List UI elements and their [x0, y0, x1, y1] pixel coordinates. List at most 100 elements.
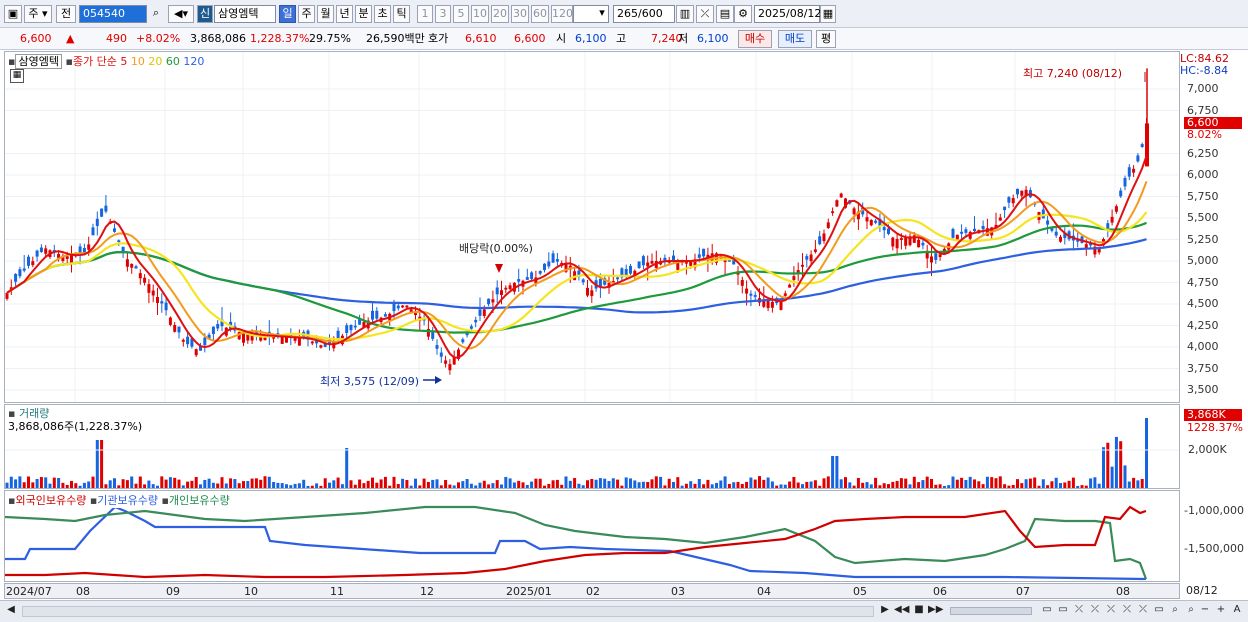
volume-bar	[852, 485, 856, 488]
volume-bar	[280, 483, 284, 488]
candle-body	[813, 249, 817, 252]
stock-name-field[interactable]: 삼영엠텍	[214, 5, 276, 23]
volume-bar	[366, 480, 370, 488]
layout-icon-2[interactable]: ▭	[1058, 604, 1068, 615]
ask-price-1: 6,610	[465, 32, 497, 45]
zoom-slider[interactable]	[950, 607, 1032, 615]
holdings-chart[interactable]	[5, 491, 1179, 581]
price-chart[interactable]	[5, 52, 1179, 402]
volume-bar	[65, 484, 69, 488]
volume-bar	[293, 483, 297, 488]
grid-toggle-icon[interactable]: ▦	[10, 69, 24, 83]
volume-bar	[723, 476, 727, 488]
stop-icon[interactable]: ■	[914, 604, 924, 615]
prev-button[interactable]: 전	[56, 5, 76, 23]
candle-body	[586, 287, 589, 296]
volume-bar	[676, 477, 680, 488]
x-axis-label: 02	[586, 585, 600, 598]
volume-bar	[1089, 478, 1093, 488]
period-tab-1[interactable]: 주	[298, 5, 315, 23]
interval-tab-4[interactable]: 20	[491, 5, 509, 23]
volume-bar	[487, 484, 491, 488]
draw-tool-icon[interactable]: ⤫	[696, 5, 714, 23]
candle-type-icon[interactable]: ▥	[676, 5, 694, 23]
count-field[interactable]: 265/600	[613, 5, 675, 23]
sell-button[interactable]: 매도	[778, 30, 812, 48]
volume-bar	[91, 476, 95, 488]
search-small-icon[interactable]: ⌕	[1172, 604, 1178, 615]
candle-body	[779, 301, 783, 310]
volume-bar	[448, 484, 452, 488]
date-field[interactable]: 2025/08/12	[754, 5, 821, 23]
period-tab-0[interactable]: 일	[279, 5, 296, 23]
candle-body	[551, 253, 555, 263]
interval-tab-0[interactable]: 1	[417, 5, 433, 23]
candle-body	[431, 331, 435, 339]
chevron-down-icon[interactable]: ▾	[599, 6, 605, 19]
zoom-in-icon[interactable]: +	[1216, 604, 1226, 615]
volume-bar	[887, 484, 890, 488]
candle-body	[835, 200, 839, 207]
volume-bar	[186, 481, 190, 488]
candle-body	[130, 263, 134, 268]
calendar-icon[interactable]: ▦	[820, 5, 836, 23]
period-tab-3[interactable]: 년	[336, 5, 353, 23]
tool-icon-2[interactable]: ⤫	[1091, 604, 1099, 615]
search-icon[interactable]: ⌕	[152, 6, 160, 19]
interval-input[interactable]	[573, 5, 609, 23]
zoom-out-icon[interactable]: −	[1200, 604, 1210, 615]
speaker-icon[interactable]: ◀▾	[168, 5, 194, 23]
candle-body	[891, 237, 895, 247]
candle-body	[104, 205, 108, 212]
scrollbar-track[interactable]	[22, 606, 874, 617]
buy-button[interactable]: 매수	[738, 30, 772, 48]
period-tab-4[interactable]: 분	[355, 5, 372, 23]
candle-body	[113, 228, 116, 232]
interval-tab-7[interactable]: 120	[551, 5, 573, 23]
volume-bar	[229, 478, 233, 488]
window-menu-icon[interactable]: ▣	[4, 5, 22, 23]
volume-bar	[912, 476, 916, 488]
rewind-icon[interactable]: ◀◀	[894, 604, 910, 615]
fast-forward-icon[interactable]: ▶▶	[928, 604, 944, 615]
interval-tab-1[interactable]: 3	[435, 5, 451, 23]
interval-tab-5[interactable]: 30	[511, 5, 529, 23]
volume-chart[interactable]	[5, 405, 1179, 488]
volume-bar	[297, 483, 301, 488]
tool-icon-1[interactable]: ⤫	[1075, 604, 1083, 615]
period-tab-6[interactable]: 틱	[393, 5, 410, 23]
eval-button[interactable]: 평	[816, 30, 836, 48]
volume-bar	[78, 485, 82, 488]
candle-body	[237, 332, 241, 340]
font-size-icon[interactable]: A	[1233, 604, 1241, 615]
scroll-right-icon[interactable]: ▶	[881, 604, 889, 615]
magnifier-icon[interactable]: ⌕	[1188, 604, 1194, 615]
interval-tab-3[interactable]: 10	[471, 5, 489, 23]
holdings-tick-1: -1,000,000	[1184, 504, 1244, 517]
layout-icon-3[interactable]: ▭	[1154, 604, 1164, 615]
volume-bar	[684, 483, 688, 488]
tool-icon-4[interactable]: ⤫	[1123, 604, 1131, 615]
x-axis-label: 05	[853, 585, 867, 598]
price-tick: 4,750	[1187, 275, 1219, 289]
volume-bar	[491, 483, 495, 488]
stock-code-input[interactable]: 054540	[79, 5, 147, 23]
period-tab-2[interactable]: 월	[317, 5, 334, 23]
interval-tab-6[interactable]: 60	[531, 5, 549, 23]
layout-icon-1[interactable]: ▭	[1042, 604, 1052, 615]
scroll-left-icon[interactable]: ◀	[7, 604, 15, 615]
candle-body	[465, 332, 469, 336]
interval-tab-2[interactable]: 5	[453, 5, 469, 23]
tool-icon-5[interactable]: ⤫	[1139, 604, 1147, 615]
volume-bar	[947, 485, 951, 488]
volume-bar	[848, 482, 852, 488]
volume-bar	[702, 484, 706, 488]
volume-bar	[530, 481, 534, 488]
period-tab-5[interactable]: 초	[374, 5, 391, 23]
type-select[interactable]: 주 ▾	[24, 5, 52, 23]
save-icon[interactable]: ▤	[716, 5, 734, 23]
volume-bar	[1050, 481, 1054, 488]
candle-body	[697, 254, 701, 258]
gear-icon[interactable]: ⚙	[734, 5, 752, 23]
tool-icon-3[interactable]: ⤫	[1107, 604, 1115, 615]
